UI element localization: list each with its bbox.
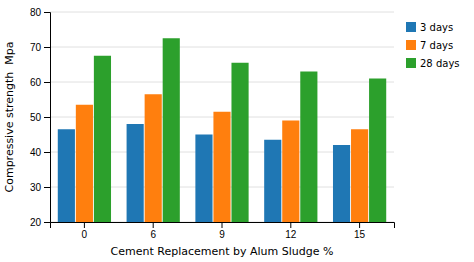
bar bbox=[76, 105, 93, 222]
bars bbox=[58, 38, 386, 222]
series bbox=[76, 94, 368, 222]
y-tick-label: 60 bbox=[30, 77, 42, 88]
legend-swatch bbox=[406, 22, 416, 32]
y-tick-mark bbox=[44, 222, 50, 223]
x-axis-title: Cement Replacement by Alum Sludge % bbox=[111, 245, 334, 258]
y-tick-label: 80 bbox=[30, 7, 42, 18]
x-tick: 6 bbox=[150, 222, 156, 240]
bar bbox=[213, 112, 230, 222]
x-tick-mark bbox=[290, 222, 291, 228]
y-tick-label: 70 bbox=[30, 42, 42, 53]
legend-item: 28 days bbox=[406, 58, 460, 69]
bar bbox=[231, 63, 248, 222]
x-tick-label: 6 bbox=[150, 229, 156, 240]
y-axis-line bbox=[44, 13, 51, 223]
grid-line bbox=[50, 12, 394, 13]
x-axis-line bbox=[51, 223, 395, 229]
legend-item: 3 days bbox=[406, 22, 453, 33]
x-tick: 12 bbox=[285, 222, 297, 240]
legend-label: 3 days bbox=[420, 22, 453, 33]
x-tick: 0 bbox=[82, 222, 88, 240]
y-tick-label: 30 bbox=[30, 182, 42, 193]
bar bbox=[195, 135, 212, 223]
x-tick-mark bbox=[84, 222, 85, 228]
y-tick-label: 50 bbox=[30, 112, 42, 123]
x-tick: 9 bbox=[219, 222, 225, 240]
legend-swatch bbox=[406, 58, 416, 68]
y-tick: 30 bbox=[30, 182, 50, 193]
x-tick-mark bbox=[359, 222, 360, 228]
x-tick-label: 12 bbox=[285, 229, 297, 240]
legend-item: 7 days bbox=[406, 40, 453, 51]
bar bbox=[351, 129, 368, 222]
y-tick-label: 20 bbox=[30, 217, 42, 228]
series bbox=[94, 38, 386, 222]
y-tick-mark bbox=[44, 82, 50, 83]
x-axis: 0 6 9 12 15 bbox=[51, 222, 395, 240]
y-tick: 80 bbox=[30, 7, 50, 18]
bar bbox=[369, 79, 386, 223]
legend-swatch bbox=[406, 40, 416, 50]
y-tick: 60 bbox=[30, 77, 50, 88]
x-tick-label: 0 bbox=[82, 229, 88, 240]
y-tick: 20 bbox=[30, 217, 50, 228]
bar bbox=[145, 94, 162, 222]
x-tick-mark bbox=[153, 222, 154, 228]
bar bbox=[264, 140, 281, 222]
bar bbox=[58, 129, 75, 222]
y-tick-mark bbox=[44, 47, 50, 48]
legend-label: 28 days bbox=[420, 58, 460, 69]
y-tick: 70 bbox=[30, 42, 50, 53]
legend-label: 7 days bbox=[420, 40, 453, 51]
y-tick: 50 bbox=[30, 112, 50, 123]
bar bbox=[282, 121, 299, 223]
x-tick-label: 9 bbox=[219, 229, 225, 240]
y-tick-mark bbox=[44, 117, 50, 118]
y-axis-title: Compressive strength Mpa bbox=[3, 42, 16, 193]
x-tick-label: 15 bbox=[354, 229, 366, 240]
y-tick-mark bbox=[44, 187, 50, 188]
y-tick-mark bbox=[44, 152, 50, 153]
bar bbox=[333, 145, 350, 222]
plot: 20 30 40 50 60 70 80 0 6 9 12 15 bbox=[30, 7, 395, 262]
grid-line bbox=[50, 47, 394, 48]
x-tick-mark bbox=[222, 222, 223, 228]
bar bbox=[163, 38, 180, 222]
y-tick: 40 bbox=[30, 147, 50, 158]
bar bbox=[94, 56, 111, 222]
x-tick: 15 bbox=[354, 222, 366, 240]
y-tick-label: 40 bbox=[30, 147, 42, 158]
chart: 20 30 40 50 60 70 80 0 6 9 12 15 Cement Replacement … bbox=[0, 0, 474, 262]
bar bbox=[127, 124, 144, 222]
y-tick-mark bbox=[44, 12, 50, 13]
y-axis: 20 30 40 50 60 70 80 bbox=[30, 7, 51, 228]
legend: 3 days 7 days 28 days bbox=[406, 22, 460, 69]
bar bbox=[300, 72, 317, 223]
